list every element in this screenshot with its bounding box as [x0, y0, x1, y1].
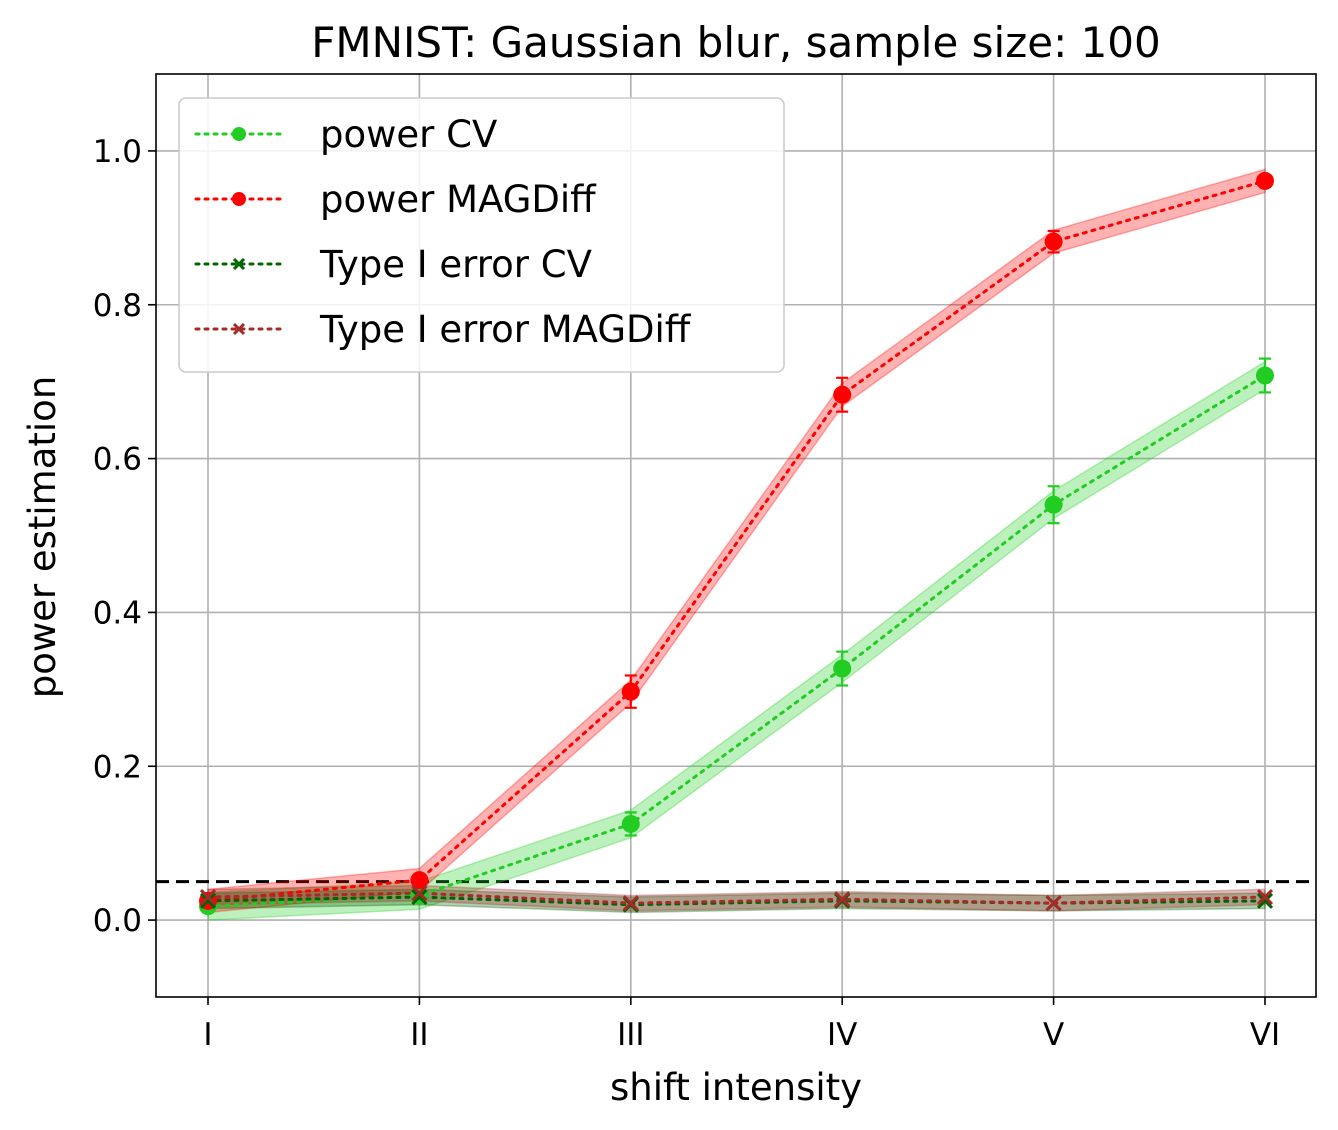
- marker-power-magdiff-V: [1044, 232, 1063, 251]
- marker-type-i-error-magdiff-III-stroke-b: [622, 895, 639, 912]
- marker-type-i-error-cv-II-stroke-b: [411, 888, 428, 906]
- marker-type-i-error-magdiff-IV: [834, 891, 851, 908]
- x-tick-label-I: I: [203, 1017, 212, 1053]
- marker-power-magdiff-II: [410, 871, 429, 890]
- x-axis-title: shift intensity: [610, 1066, 862, 1109]
- marker-type-i-error-magdiff-VI-stroke-b: [1256, 888, 1274, 906]
- marker-type-i-error-magdiff-V-stroke-b: [1045, 895, 1062, 912]
- legend-label-type-i-error-cv: Type I error CV: [319, 243, 592, 286]
- line-power-cv: [206, 374, 1267, 908]
- legend-marker-type-i-error-cv: [232, 257, 246, 271]
- chart-title: FMNIST: Gaussian blur, sample size: 100: [311, 18, 1161, 67]
- x-tick-label-VI: VI: [1250, 1017, 1280, 1053]
- legend-item-type-i-error-magdiff: Type I error MAGDiff: [194, 308, 692, 351]
- x-tick-label-III: III: [617, 1017, 644, 1053]
- marker-power-cv-V: [1044, 495, 1063, 514]
- y-tick-label-0.4: 0.4: [93, 595, 142, 631]
- marker-type-i-error-magdiff-III: [622, 895, 639, 912]
- legend-marker-power-magdiff: [232, 192, 246, 206]
- marker-type-i-error-cv-I: [199, 892, 217, 909]
- y-tick-label-0.6: 0.6: [93, 442, 142, 478]
- legend-item-power-cv: power CV: [194, 113, 497, 156]
- legend-marker-type-i-error-magdiff-stroke-b: [232, 322, 246, 336]
- line-power-magdiff: [206, 179, 1267, 903]
- x-axis-ticks: I II III IV V VI: [203, 997, 1280, 1053]
- marker-type-i-error-magdiff-II-stroke-b: [411, 885, 428, 902]
- legend-label-power-magdiff: power MAGDiff: [320, 178, 597, 221]
- line-type-i-error-magdiff: [206, 891, 1267, 905]
- marker-power-magdiff-IV: [833, 385, 852, 404]
- legend-marker-power-cv: [232, 127, 246, 141]
- marker-type-i-error-magdiff-VI: [1256, 888, 1274, 906]
- marker-type-i-error-cv-I-stroke-b: [199, 892, 217, 909]
- legend-item-power-magdiff: power MAGDiff: [194, 178, 597, 221]
- x-tick-label-V: V: [1043, 1017, 1064, 1053]
- marker-type-i-error-cv-VI: [1256, 892, 1274, 909]
- marker-power-cv-IV: [833, 659, 852, 678]
- marker-power-magdiff-III: [621, 682, 640, 701]
- y-axis-title: power estimation: [21, 376, 64, 699]
- y-tick-label-1.0: 1.0: [93, 134, 142, 170]
- y-tick-label-0.0: 0.0: [93, 903, 142, 939]
- series-lines: [206, 179, 1267, 908]
- plot-frame: [155, 73, 1317, 998]
- legend-marker-type-i-error-cv-stroke-b: [232, 257, 246, 271]
- data-markers: [199, 171, 1274, 916]
- y-tick-label-0.8: 0.8: [93, 288, 142, 324]
- marker-power-cv-III: [621, 814, 640, 833]
- x-tick-label-IV: IV: [827, 1017, 857, 1053]
- band-power-cv: [207, 360, 1266, 921]
- marker-type-i-error-magdiff-IV-stroke-b: [834, 891, 851, 908]
- marker-type-i-error-magdiff-V: [1045, 895, 1062, 912]
- marker-type-i-error-cv-VI-stroke-b: [1256, 892, 1274, 909]
- x-tick-label-II: II: [410, 1017, 428, 1053]
- legend-item-type-i-error-cv: Type I error CV: [194, 243, 592, 286]
- marker-power-magdiff-VI: [1256, 171, 1274, 190]
- marker-power-cv-VI: [1256, 366, 1274, 385]
- y-tick-label-0.2: 0.2: [93, 749, 142, 785]
- marker-type-i-error-magdiff-I: [199, 888, 217, 906]
- marker-type-i-error-magdiff-II: [411, 885, 428, 902]
- y-axis-ticks: 0.0 0.2 0.4 0.6 0.8 1.0: [93, 134, 156, 939]
- legend-box: [178, 97, 785, 373]
- legend: power CV power MAGDiff Type I error CV Type…: [178, 97, 785, 373]
- legend-marker-type-i-error-magdiff: [232, 322, 246, 336]
- legend-label-power-cv: power CV: [320, 113, 497, 156]
- marker-type-i-error-magdiff-I-stroke-b: [199, 888, 217, 906]
- marker-type-i-error-cv-II: [411, 888, 428, 906]
- legend-label-type-i-error-magdiff: Type I error MAGDiff: [319, 308, 692, 351]
